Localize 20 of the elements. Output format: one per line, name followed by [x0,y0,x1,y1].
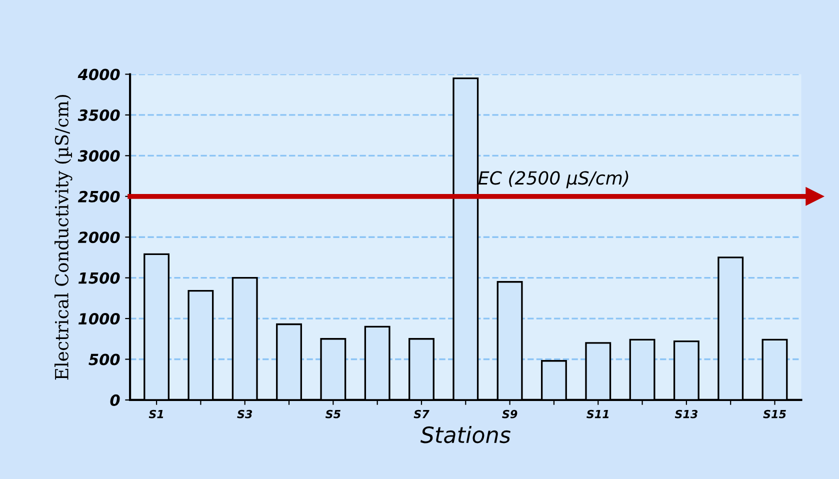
x-axis-title: Stations [420,426,510,444]
y-tick-label: 0 [110,394,120,406]
x-tick-label: S5 [325,410,340,418]
y-tick-label: 1500 [78,272,120,284]
y-axis-title: Electrical Conductivity (µS/cm) [54,94,72,380]
y-tick-label: 4000 [78,68,120,80]
y-tick-label: 2000 [78,232,120,244]
y-tick-label: 500 [88,354,120,366]
y-tick-label: 2500 [78,190,120,202]
x-tick-label: S1 [148,410,164,418]
x-tick-label: S11 [586,410,609,418]
x-tick-label: S9 [502,410,518,418]
x-tick-label: S7 [414,410,430,418]
x-tick-label: S15 [763,410,786,418]
x-tick-label: S3 [237,410,252,418]
x-tick-label: S13 [674,410,698,418]
ref-line-label: EC (2500 µS/cm) [478,170,628,188]
y-tick-label: 3000 [78,150,120,162]
y-tick-label: 1000 [78,313,120,325]
y-tick-label: 3500 [78,109,120,121]
